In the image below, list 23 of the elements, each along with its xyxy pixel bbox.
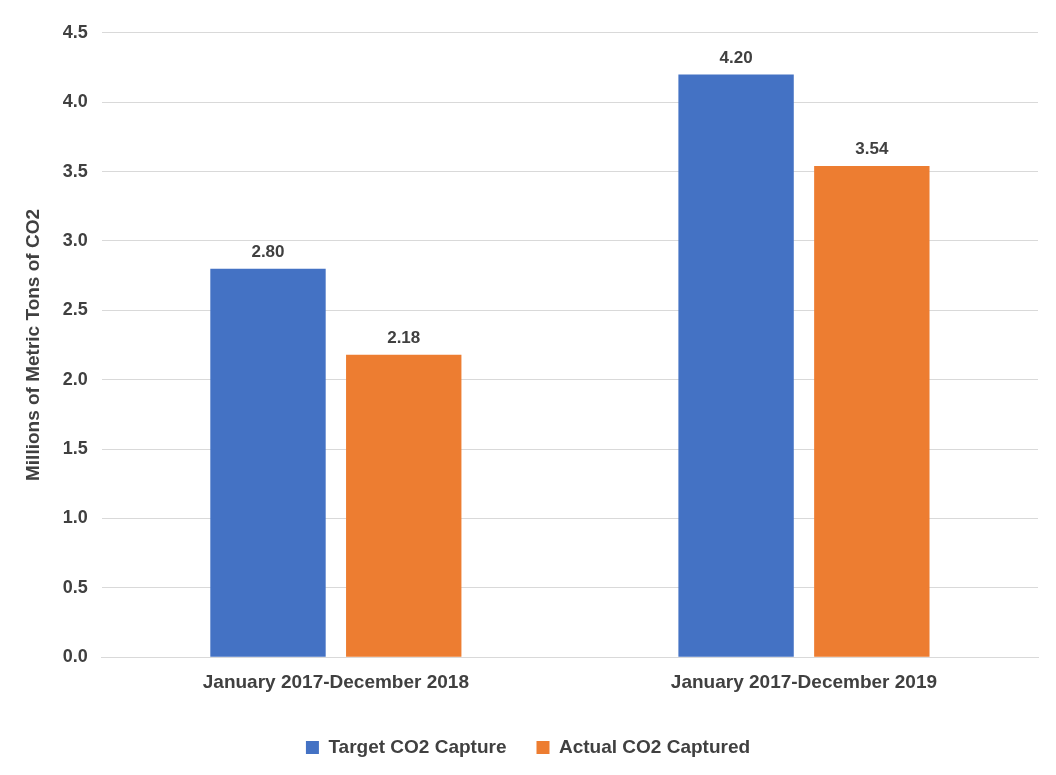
- legend-label: Target CO2 Capture: [328, 735, 507, 757]
- data-label: 4.20: [719, 47, 753, 67]
- y-axis-title: Millions of Metric Tons of CO2: [21, 209, 43, 481]
- y-tick-label: 2.5: [62, 299, 88, 320]
- y-tick-label: 4.0: [62, 91, 88, 112]
- bar: [678, 74, 794, 657]
- y-tick-label: 2.0: [62, 368, 88, 389]
- y-tick-label: 1.0: [62, 507, 88, 528]
- x-tick-label: January 2017-December 2019: [670, 670, 938, 692]
- x-tick-label: January 2017-December 2018: [202, 670, 469, 692]
- y-tick-label: 4.5: [62, 21, 88, 42]
- legend-label: Actual CO2 Captured: [558, 735, 751, 757]
- y-tick-label: 1.5: [62, 438, 88, 459]
- y-tick-label: 0.0: [62, 646, 88, 667]
- bar: [346, 354, 462, 657]
- data-label: 2.18: [387, 327, 421, 347]
- bar: [210, 268, 326, 657]
- bar: [814, 166, 930, 657]
- y-tick-label: 3.0: [62, 229, 88, 250]
- data-label: 2.80: [251, 241, 285, 261]
- y-tick-label: 3.5: [62, 160, 88, 181]
- data-label: 3.54: [855, 139, 889, 159]
- y-tick-label: 0.5: [62, 576, 88, 597]
